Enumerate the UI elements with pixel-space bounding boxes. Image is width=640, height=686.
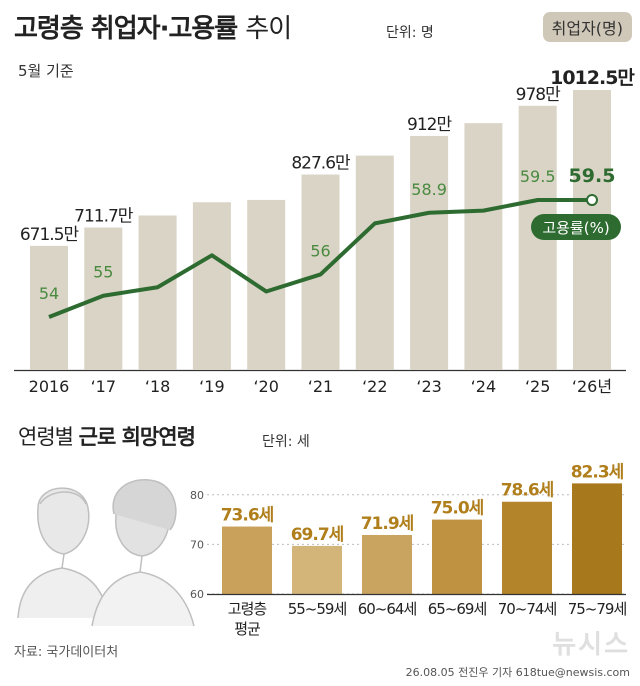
line-value-label: 56 — [310, 241, 330, 260]
x-tick-label: ‘20 — [253, 377, 278, 396]
bar-value-label: 711.7만 — [74, 207, 134, 227]
x-tick-label: 70~74세 — [498, 600, 557, 618]
y-tick-label: 60 — [190, 588, 204, 601]
section2-title-bold: 근로 희망연령 — [78, 425, 196, 449]
x-tick-label: 2016 — [29, 377, 70, 396]
bar-desired-age — [502, 501, 552, 594]
page-title: 고령층 취업자·고용률 추이 — [14, 8, 292, 45]
x-tick-label: ‘24 — [471, 377, 496, 396]
bar-value-label: 78.6세 — [501, 481, 554, 501]
y-tick-label: 70 — [190, 538, 204, 551]
x-tick-label: ‘17 — [91, 377, 116, 396]
x-tick-label: 평균 — [234, 620, 261, 638]
bar-employed — [410, 135, 449, 370]
x-tick-label: ‘19 — [199, 377, 224, 396]
unit-label: 단위: 명 — [386, 25, 434, 41]
title-bold: 고령층 취업자·고용률 — [14, 14, 238, 44]
x-tick-label: ‘21 — [308, 377, 333, 396]
legend-employed: 취업자(명) — [542, 12, 632, 42]
bar-desired-age — [362, 534, 412, 594]
x-tick-label: 65~69세 — [428, 600, 487, 618]
unit2-label: 단위: 세 — [262, 434, 310, 450]
employment-chart: 671.5만 2016 711.7만 ‘17 ‘18 ‘19 ‘20 827.6만 ‘21 ‘22… — [14, 67, 636, 396]
title-thin: 추이 — [245, 14, 292, 44]
x-tick-label: 60~64세 — [358, 600, 417, 618]
section2-title-light: 연령별 — [18, 425, 74, 449]
source-note: 자료: 국가데이터처 — [14, 645, 119, 660]
bar-desired-age — [222, 526, 272, 594]
x-tick-label: ‘25 — [525, 377, 550, 396]
bar-employed — [355, 155, 394, 370]
bar-value-label: 912만 — [407, 115, 452, 135]
x-tick-label: 고령층 — [228, 600, 267, 618]
line-employment-rate — [48, 198, 592, 319]
credit-line: 26.08.05 전진우 기자 618tue@newsis.com — [405, 666, 630, 679]
elderly-couple-illustration — [17, 479, 195, 627]
bar-value-label: 978만 — [516, 85, 561, 105]
bar-value-label: 671.5만 — [20, 225, 80, 245]
bar-desired-age — [292, 545, 342, 594]
x-tick-label: ‘23 — [416, 377, 441, 396]
line-series-label: 고용률(%) — [542, 219, 609, 237]
bar-value-label: 69.7세 — [291, 525, 344, 545]
x-tick-label: 55~59세 — [288, 600, 347, 618]
line-value-label: 54 — [39, 284, 59, 303]
line-point-end — [586, 194, 598, 206]
bar-desired-age — [572, 483, 622, 594]
bar-value-label: 75.0세 — [431, 499, 484, 519]
newsis-logo: 뉴시스 — [552, 630, 630, 660]
line-value-label: 59.5 — [520, 167, 556, 186]
basis-note: 5월 기준 — [18, 62, 74, 80]
x-tick-label: ‘18 — [145, 377, 170, 396]
bar-employed — [138, 215, 177, 370]
bar-employed — [464, 123, 503, 371]
line-value-label: 58.9 — [411, 180, 447, 199]
bar-value-label: 1012.5만 — [550, 67, 635, 89]
bar-desired-age — [432, 519, 482, 594]
bar-value-label: 827.6만 — [291, 154, 351, 174]
x-tick-label: ‘26년 — [572, 377, 612, 396]
y-tick-label: 80 — [190, 489, 204, 502]
bar-employed — [192, 202, 231, 370]
bar-employed — [30, 245, 68, 370]
line-value-label: 55 — [93, 263, 113, 282]
x-tick-label: 75~79세 — [568, 600, 627, 618]
line-series-badge — [531, 214, 621, 240]
bar-value-label: 71.9세 — [361, 514, 414, 534]
bar-value-label: 73.6세 — [221, 506, 274, 526]
line-value-label: 59.5 — [569, 165, 616, 187]
section2-title: 연령별 근로 희망연령 — [18, 421, 196, 451]
x-tick-label: ‘22 — [362, 377, 387, 396]
bar-value-label: 82.3세 — [571, 462, 624, 482]
